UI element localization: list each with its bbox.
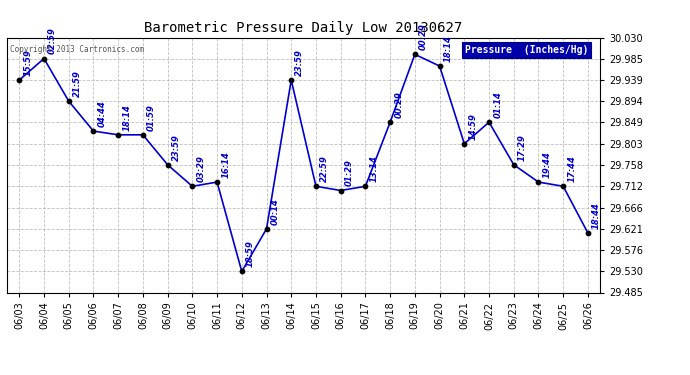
Point — [533, 179, 544, 185]
Point — [63, 98, 75, 104]
Text: 17:29: 17:29 — [518, 134, 527, 160]
Point — [39, 56, 50, 62]
Point — [509, 162, 520, 168]
Point — [409, 51, 420, 57]
Point — [459, 141, 470, 147]
Text: 03:29: 03:29 — [197, 155, 206, 182]
Text: 23:59: 23:59 — [172, 134, 181, 160]
Text: 15:59: 15:59 — [23, 49, 32, 76]
Point — [434, 63, 445, 69]
Text: 01:14: 01:14 — [493, 91, 502, 118]
Text: 21:59: 21:59 — [73, 70, 82, 97]
Text: 00:14: 00:14 — [270, 198, 279, 225]
Text: 00:29: 00:29 — [394, 91, 403, 118]
Point — [187, 183, 198, 189]
Text: 17:44: 17:44 — [567, 155, 576, 182]
Point — [14, 77, 25, 83]
Text: 04:44: 04:44 — [97, 100, 106, 127]
Point — [484, 119, 495, 125]
Point — [112, 132, 124, 138]
Text: 02:59: 02:59 — [48, 27, 57, 54]
Text: 18:14: 18:14 — [122, 104, 131, 130]
Point — [582, 230, 593, 236]
Text: 19:44: 19:44 — [542, 151, 551, 178]
Text: 16:14: 16:14 — [221, 151, 230, 178]
Text: 00:29: 00:29 — [419, 23, 428, 50]
Text: 18:59: 18:59 — [246, 240, 255, 267]
Point — [162, 162, 173, 168]
Point — [212, 179, 223, 185]
Point — [310, 183, 322, 189]
Title: Barometric Pressure Daily Low 20130627: Barometric Pressure Daily Low 20130627 — [144, 21, 463, 35]
Point — [335, 188, 346, 194]
Text: Pressure  (Inches/Hg): Pressure (Inches/Hg) — [465, 45, 589, 55]
Text: 13:14: 13:14 — [370, 155, 379, 182]
Text: 18:44: 18:44 — [592, 202, 601, 229]
Point — [360, 183, 371, 189]
Text: 22:59: 22:59 — [320, 155, 329, 182]
Point — [286, 77, 297, 83]
Point — [88, 128, 99, 134]
Point — [261, 226, 272, 232]
Point — [558, 183, 569, 189]
Text: 01:59: 01:59 — [147, 104, 156, 130]
Text: 14:59: 14:59 — [469, 112, 477, 140]
Text: Copyright 2013 Cartronics.com: Copyright 2013 Cartronics.com — [10, 45, 144, 54]
Point — [236, 268, 247, 274]
Point — [137, 132, 148, 138]
Text: 18:14: 18:14 — [444, 35, 453, 62]
Text: 23:59: 23:59 — [295, 49, 304, 76]
Point — [384, 119, 395, 125]
Text: 01:29: 01:29 — [345, 159, 354, 186]
